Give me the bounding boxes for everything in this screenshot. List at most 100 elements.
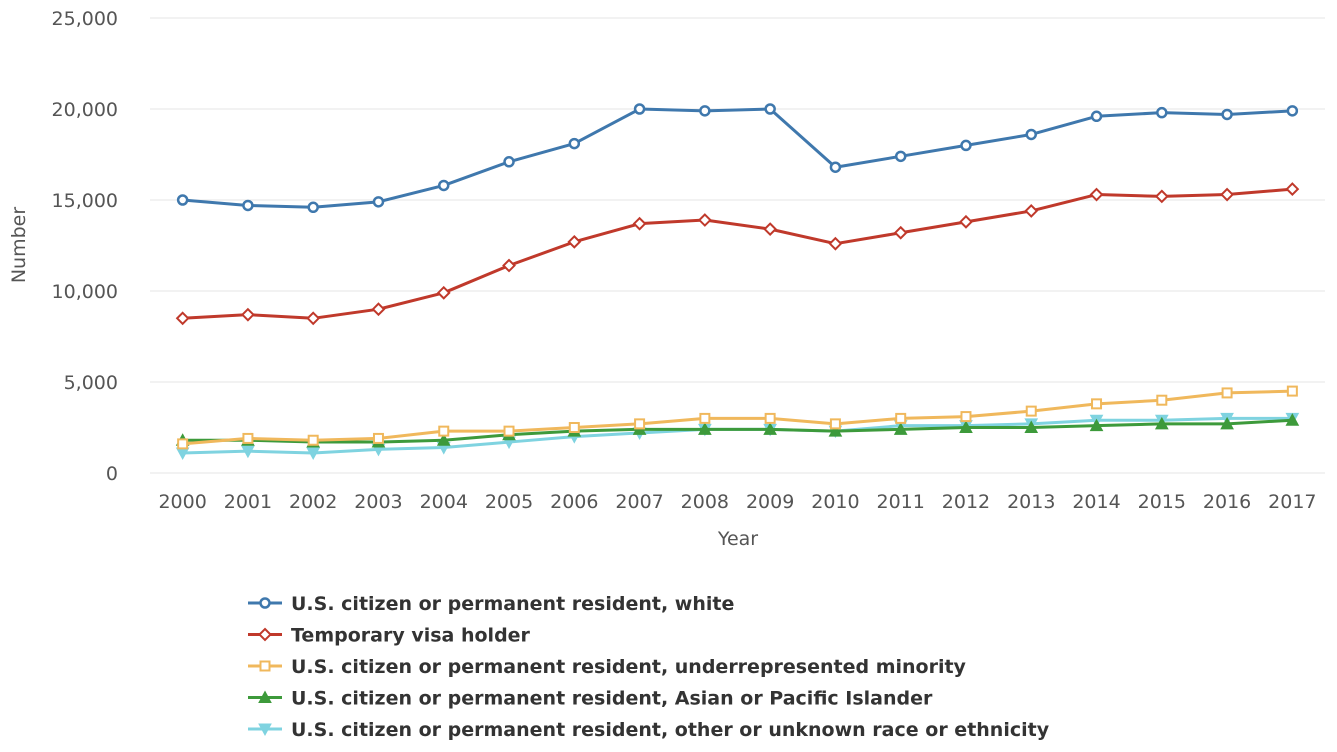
data-point	[372, 432, 384, 444]
data-point	[894, 150, 907, 163]
series-lines	[175, 103, 1300, 461]
legend-marker	[259, 597, 271, 609]
series-line	[182, 418, 1293, 444]
data-point	[1024, 420, 1039, 433]
y-axis-ticks: 0 5,000 10,000 15,000 20,000 25,000	[52, 8, 118, 485]
data-point	[1090, 110, 1103, 123]
data-point	[1025, 128, 1037, 141]
data-point	[959, 420, 973, 433]
data-point	[959, 214, 973, 229]
x-tick-label: 2009	[746, 491, 794, 513]
x-tick-label: 2012	[942, 491, 990, 513]
data-point	[893, 422, 908, 435]
data-point	[568, 137, 581, 150]
data-point	[568, 422, 580, 433]
data-point	[307, 434, 319, 446]
data-point	[895, 412, 907, 424]
y-tick-label: 25,000	[52, 8, 118, 30]
data-point	[1024, 204, 1039, 218]
y-tick-label: 5,000	[64, 372, 118, 394]
data-point	[436, 285, 451, 300]
data-point	[828, 236, 843, 251]
legend-label: U.S. citizen or permanent resident, Asia…	[291, 688, 933, 710]
data-point	[1154, 416, 1169, 430]
data-point	[1286, 385, 1298, 397]
data-point	[1156, 394, 1168, 406]
data-point	[1089, 187, 1104, 202]
data-point	[1221, 108, 1233, 121]
data-point	[306, 447, 321, 461]
data-point	[242, 432, 254, 444]
data-point	[502, 258, 516, 273]
data-point	[1154, 189, 1169, 204]
legend-label: Temporary visa holder	[291, 625, 531, 647]
x-axis-title: Year	[717, 528, 758, 550]
data-point	[697, 213, 712, 227]
data-point	[829, 161, 842, 173]
series-1	[175, 182, 1300, 326]
data-point	[241, 307, 255, 322]
legend-marker	[258, 690, 272, 703]
data-point	[1220, 416, 1234, 430]
legend-item: U.S. citizen or permanent resident, unde…	[248, 656, 967, 678]
legend: U.S. citizen or permanent resident, whit…	[248, 593, 1050, 741]
data-point	[1089, 418, 1104, 432]
x-tick-label: 2001	[224, 491, 272, 513]
legend-label: U.S. citizen or permanent resident, whit…	[291, 593, 734, 615]
data-point	[242, 199, 254, 212]
legend-item: Temporary visa holder	[248, 625, 531, 647]
x-tick-label: 2014	[1072, 491, 1120, 513]
data-point	[371, 302, 386, 317]
series-line	[182, 107, 1293, 209]
y-tick-label: 10,000	[52, 281, 118, 303]
data-point	[699, 105, 711, 117]
data-point	[1091, 398, 1103, 410]
data-point	[1286, 105, 1299, 117]
data-point	[763, 422, 777, 435]
legend-label: U.S. citizen or permanent resident, unde…	[291, 656, 967, 678]
data-point	[634, 418, 646, 430]
data-point	[828, 424, 843, 437]
data-point	[1220, 187, 1234, 202]
series-line	[182, 389, 1293, 446]
x-tick-label: 2015	[1138, 491, 1186, 513]
x-tick-label: 2008	[681, 491, 729, 513]
x-tick-label: 2005	[485, 491, 533, 513]
data-point	[1025, 405, 1037, 417]
data-point	[177, 438, 189, 450]
legend-item: U.S. citizen or permanent resident, Asia…	[248, 688, 933, 710]
series-0	[176, 103, 1299, 214]
x-tick-label: 2011	[877, 491, 925, 513]
data-point	[438, 425, 450, 437]
data-point	[1221, 387, 1233, 399]
legend-item: U.S. citizen or permanent resident, othe…	[248, 719, 1050, 741]
data-point	[1156, 106, 1168, 119]
x-tick-label: 2003	[354, 491, 402, 513]
series-2	[177, 385, 1298, 450]
x-tick-label: 2007	[615, 491, 663, 513]
legend-item: U.S. citizen or permanent resident, whit…	[248, 593, 734, 615]
series-4	[175, 412, 1300, 461]
x-tick-label: 2004	[420, 491, 468, 513]
y-tick-label: 20,000	[52, 99, 118, 121]
data-point	[567, 234, 582, 249]
x-tick-label: 2017	[1268, 491, 1316, 513]
data-point	[372, 196, 385, 208]
y-tick-label: 15,000	[52, 190, 118, 212]
legend-marker	[258, 723, 272, 737]
y-tick-label: 0	[106, 463, 118, 485]
data-point	[960, 411, 972, 423]
x-tick-label: 2010	[811, 491, 859, 513]
x-tick-label: 2002	[289, 491, 337, 513]
data-point	[306, 311, 321, 326]
data-point	[176, 194, 189, 206]
data-point	[699, 412, 711, 424]
x-tick-label: 2016	[1203, 491, 1251, 513]
data-point	[1285, 413, 1300, 426]
gridlines	[150, 17, 1325, 474]
x-tick-label: 2000	[158, 491, 206, 513]
data-point	[764, 103, 776, 115]
x-axis-ticks: 2000 2001 2002 2003 2004 2005 2006 2007 2008 2009…	[158, 491, 1316, 513]
data-point	[175, 311, 190, 326]
